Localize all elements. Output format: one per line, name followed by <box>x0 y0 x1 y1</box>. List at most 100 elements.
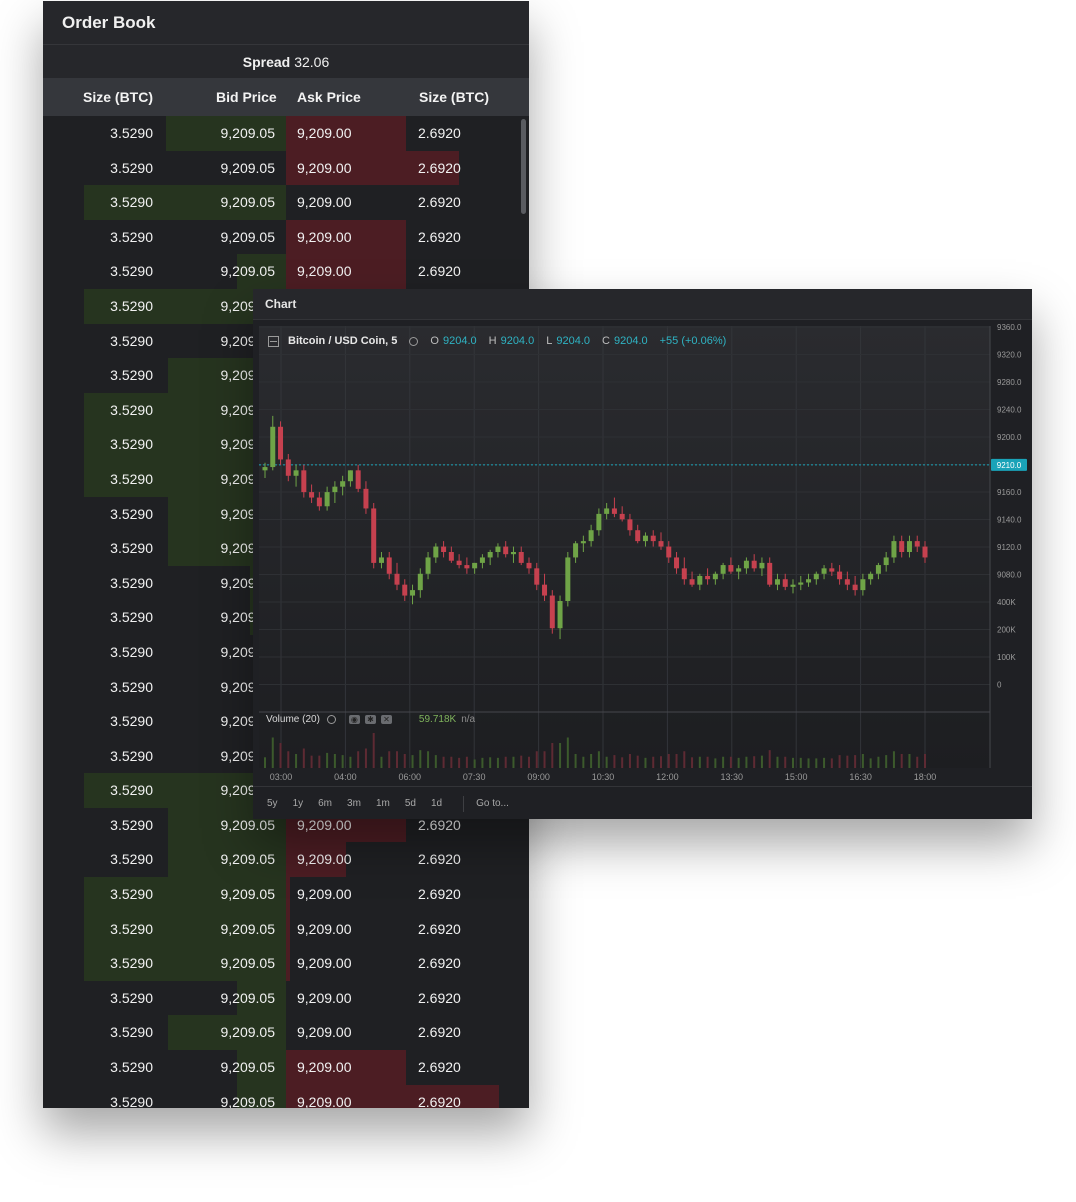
col-ask-size[interactable]: Size (BTC) <box>419 89 489 105</box>
order-book-row[interactable]: 3.5290 9,209.05 9,209.00 2.6920 <box>43 980 529 1016</box>
order-book-row[interactable]: 3.5290 9,209.05 9,209.00 2.6920 <box>43 877 529 912</box>
candle-body <box>922 546 928 558</box>
ask-price-cell: 9,209.00 <box>297 989 352 1006</box>
volume-bar <box>279 743 282 768</box>
candle-body <box>906 541 912 552</box>
timeframe-1d[interactable]: 1d <box>430 798 443 809</box>
order-book-row[interactable]: 3.5290 9,209.05 9,209.00 2.6920 <box>43 219 529 255</box>
volume-bar <box>660 756 662 768</box>
timeframe-5y[interactable]: 5y <box>267 798 278 809</box>
candle-body <box>363 488 369 509</box>
ask-size-cell: 2.6920 <box>418 886 461 903</box>
volume-bar <box>419 750 422 768</box>
candle-body <box>837 571 843 580</box>
ask-size-cell: 2.6920 <box>418 1024 461 1041</box>
col-bid-size[interactable]: Size (BTC) <box>83 89 153 105</box>
candle-body <box>534 568 540 585</box>
candle-body <box>674 557 680 569</box>
volume-bar <box>465 756 468 768</box>
candle-body <box>860 579 866 591</box>
volume-bar <box>590 754 593 768</box>
volume-bar <box>776 756 779 768</box>
bid-size-cell: 3.5290 <box>110 125 153 141</box>
y-tick-label: 9120.0 <box>997 543 1022 552</box>
candle-body <box>689 579 695 585</box>
candle-body <box>767 562 773 585</box>
volume-bar <box>597 751 600 768</box>
candle-body <box>650 535 656 542</box>
candle-body <box>681 568 687 580</box>
ohlc-high-label: H <box>488 335 497 347</box>
y-tick-label: 9160.0 <box>997 488 1022 497</box>
y-tick-label: 9360.0 <box>997 323 1022 332</box>
bid-size-cell: 3.5290 <box>110 436 153 453</box>
volume-legend: Volume (20) ◉ ✱ ✕ 59.718K n/a <box>266 714 475 725</box>
price-marker <box>991 458 1027 471</box>
volume-bar <box>722 756 725 768</box>
volume-bar <box>473 759 476 768</box>
order-book-row[interactable]: 3.5290 9,209.05 9,209.00 2.6920 <box>43 1015 529 1051</box>
timeframe-6m[interactable]: 6m <box>318 798 333 809</box>
candle-body <box>588 530 594 542</box>
x-tick-label: 16:30 <box>849 772 872 782</box>
bid-depth-bar <box>237 1084 286 1108</box>
candle-body <box>394 573 400 585</box>
volume-bar <box>364 748 367 768</box>
volume-bar <box>442 756 445 768</box>
ask-price-cell: 9,209.00 <box>297 194 352 211</box>
candle-body <box>448 552 454 561</box>
ask-size-cell: 2.6920 <box>418 955 461 972</box>
order-book-row[interactable]: 3.5290 9,209.05 9,209.00 2.6920 <box>43 116 529 151</box>
volume-bar <box>613 755 616 768</box>
candle-body <box>347 470 353 482</box>
volume-bar <box>372 733 375 768</box>
volume-bar <box>349 756 352 768</box>
order-book-row[interactable]: 3.5290 9,209.05 9,209.00 2.6920 <box>43 842 529 878</box>
order-book-row[interactable]: 3.5290 9,209.05 9,209.00 2.6920 <box>43 911 529 947</box>
order-book-row[interactable]: 3.5290 9,209.05 9,209.00 2.6920 <box>43 946 529 981</box>
col-bid-price[interactable]: Bid Price <box>216 89 277 105</box>
volume-bar <box>326 752 329 768</box>
volume-settings-icon[interactable] <box>326 715 336 724</box>
candle-body <box>270 426 276 468</box>
candle-body <box>456 560 462 566</box>
bid-size-cell: 3.5290 <box>110 263 153 280</box>
bid-size-cell: 3.5290 <box>110 782 153 799</box>
bid-size-cell: 3.5290 <box>110 574 153 591</box>
x-tick-label: 09:00 <box>527 772 550 782</box>
volume-bar <box>520 755 523 768</box>
y-tick-label: 400K <box>997 598 1016 607</box>
candle-body <box>557 601 563 629</box>
order-book-row[interactable]: 3.5290 9,209.05 9,209.00 2.6920 <box>43 150 529 186</box>
settings-dot-icon[interactable] <box>409 336 419 346</box>
close-icon[interactable]: ✕ <box>380 715 392 724</box>
bid-depth-bar <box>237 254 286 289</box>
order-book-row[interactable]: 3.5290 9,209.05 9,209.00 2.6920 <box>43 1050 529 1085</box>
volume-bar <box>869 758 872 768</box>
collapse-icon[interactable] <box>268 335 279 347</box>
timeframe-3m[interactable]: 3m <box>347 798 361 809</box>
candlestick-chart[interactable]: 03:00 04:00 06:00 07:30 09:00 10:30 12:00 13:30… <box>253 320 1032 786</box>
candle-body <box>472 562 478 569</box>
order-book-row[interactable]: 3.5290 9,209.05 9,209.00 2.6920 <box>43 185 529 220</box>
order-book-scrollbar[interactable] <box>521 119 526 214</box>
ask-price-cell: 9,209.00 <box>297 125 352 141</box>
x-tick-label: 10:30 <box>592 772 615 782</box>
order-book-row[interactable]: 3.5290 9,209.05 9,209.00 2.6920 <box>43 254 529 289</box>
volume-bar <box>753 756 756 768</box>
timeframe-1y[interactable]: 1y <box>292 798 304 809</box>
bid-price-cell: 9,209.05 <box>220 263 276 280</box>
goto-button[interactable]: Go to... <box>476 798 509 809</box>
col-ask-price[interactable]: Ask Price <box>297 89 361 105</box>
candle-body <box>728 565 734 572</box>
eye-icon[interactable]: ◉ <box>348 715 360 724</box>
timeframe-5d[interactable]: 5d <box>404 798 416 809</box>
bid-depth-bar <box>84 946 286 981</box>
ask-depth-bar <box>286 946 290 981</box>
bid-size-cell: 3.5290 <box>110 401 153 418</box>
gear-icon[interactable]: ✱ <box>364 715 376 724</box>
bid-size-cell: 3.5290 <box>110 713 153 730</box>
timeframe-1m[interactable]: 1m <box>375 798 390 809</box>
order-book-row[interactable]: 3.5290 9,209.05 9,209.00 2.6920 <box>43 1084 529 1108</box>
candle-body <box>518 552 524 563</box>
